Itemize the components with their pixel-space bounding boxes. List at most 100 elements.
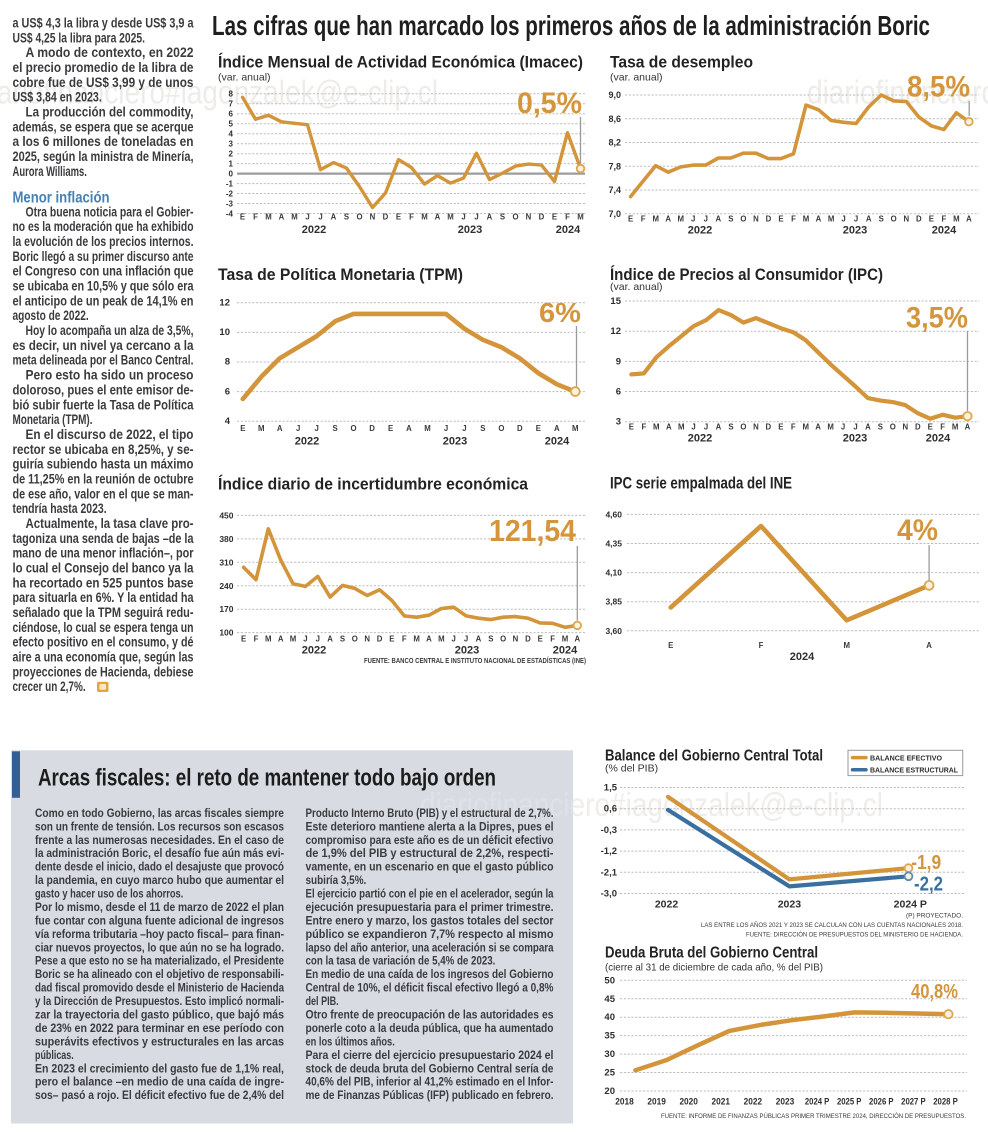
svg-text:ciar nuevos proyectos, lo que: ciar nuevos proyectos, lo que aún no se … bbox=[35, 940, 284, 954]
svg-text:O: O bbox=[890, 423, 896, 432]
svg-text:A: A bbox=[965, 423, 971, 432]
svg-text:subiría 3,5%.: subiría 3,5%. bbox=[306, 873, 367, 887]
svg-text:LAS ENTRE LOS AÑOS 2021 Y 2023: LAS ENTRE LOS AÑOS 2021 Y 2023 SE CALCUL… bbox=[701, 920, 963, 929]
svg-text:doloroso, pues el ente emisor: doloroso, pues el ente emisor de- bbox=[13, 382, 194, 397]
svg-text:Menor inflación: Menor inflación bbox=[13, 189, 110, 206]
svg-text:señalado que la TPM seguirá re: señalado que la TPM seguirá redu- bbox=[13, 605, 194, 620]
svg-text:Otro frente de preocupación de: Otro frente de preocupación de las autor… bbox=[306, 1008, 554, 1022]
svg-text:380: 380 bbox=[219, 534, 233, 544]
svg-text:2022: 2022 bbox=[295, 436, 319, 448]
svg-text:S: S bbox=[488, 635, 493, 644]
svg-text:D: D bbox=[765, 423, 771, 432]
svg-text:2023: 2023 bbox=[843, 433, 867, 445]
svg-text:2024: 2024 bbox=[932, 225, 957, 237]
svg-text:N: N bbox=[370, 213, 376, 222]
svg-text:E: E bbox=[552, 213, 557, 222]
svg-text:-4: -4 bbox=[226, 209, 234, 218]
svg-text:Producto Interno Bruto (PIB) y: Producto Interno Bruto (PIB) y el estruc… bbox=[306, 806, 554, 820]
svg-text:Por lo mismo, desde el 11 de m: Por lo mismo, desde el 11 de marzo de 20… bbox=[35, 900, 284, 914]
svg-text:además, se espera que se acerq: además, se espera que se acerque bbox=[13, 119, 194, 134]
svg-text:2023: 2023 bbox=[443, 436, 467, 448]
svg-text:A: A bbox=[816, 215, 822, 224]
svg-text:2024: 2024 bbox=[553, 645, 578, 657]
svg-text:-1,2: -1,2 bbox=[601, 846, 617, 857]
svg-text:5: 5 bbox=[229, 120, 234, 129]
svg-text:4: 4 bbox=[225, 416, 231, 427]
svg-text:a los 6 millones de toneladas: a los 6 millones de toneladas en bbox=[13, 134, 194, 149]
svg-text:públicas.: públicas. bbox=[35, 1048, 74, 1062]
svg-text:7,0: 7,0 bbox=[608, 209, 621, 219]
svg-text:E: E bbox=[388, 424, 393, 433]
svg-text:12: 12 bbox=[219, 298, 230, 309]
svg-text:2024 P: 2024 P bbox=[805, 1097, 830, 1107]
svg-text:2018: 2018 bbox=[615, 1097, 634, 1107]
svg-text:O: O bbox=[740, 215, 746, 224]
svg-text:vamente, en un escenario en qu: vamente, en un escenario en que el gasto… bbox=[306, 860, 554, 874]
svg-text:fue contar con alguna fuente a: fue contar con alguna fuente adicional d… bbox=[35, 913, 284, 927]
svg-text:M: M bbox=[653, 423, 660, 432]
svg-text:Arcas fiscales: el reto de man: Arcas fiscales: el reto de mantener todo… bbox=[38, 765, 496, 792]
svg-text:US$ 3,84 en 2023.: US$ 3,84 en 2023. bbox=[13, 90, 102, 105]
svg-text:rector se ubicaba en 8,25%, y: rector se ubicaba en 8,25%, y se- bbox=[13, 442, 194, 457]
svg-text:20: 20 bbox=[604, 1086, 615, 1097]
svg-text:F: F bbox=[565, 213, 570, 222]
svg-text:3,5%: 3,5% bbox=[906, 302, 968, 335]
svg-text:2024 P: 2024 P bbox=[894, 899, 927, 911]
svg-text:M: M bbox=[290, 635, 297, 644]
svg-text:J: J bbox=[691, 423, 695, 432]
svg-text:6: 6 bbox=[229, 110, 234, 119]
svg-text:F: F bbox=[254, 635, 259, 644]
svg-text:50: 50 bbox=[604, 975, 615, 986]
svg-text:D: D bbox=[915, 423, 921, 432]
svg-text:M: M bbox=[953, 215, 960, 224]
svg-text:M: M bbox=[652, 215, 659, 224]
svg-text:J: J bbox=[841, 423, 845, 432]
svg-text:2: 2 bbox=[229, 150, 234, 159]
svg-text:público se expandieron 7,7% re: público se expandieron 7,7% respecto al … bbox=[306, 927, 554, 941]
svg-text:A: A bbox=[278, 635, 284, 644]
svg-text:N: N bbox=[364, 635, 370, 644]
svg-text:2021: 2021 bbox=[712, 1097, 731, 1107]
svg-text:E: E bbox=[389, 635, 394, 644]
svg-text:pero el balance –en medio de u: pero el balance –en medio de una caída d… bbox=[35, 1075, 284, 1089]
svg-text:E: E bbox=[778, 215, 783, 224]
svg-text:agosto de 2022.: agosto de 2022. bbox=[13, 308, 89, 323]
svg-text:vía reforma tributaria –hoy pa: vía reforma tributaria –hoy pacto fiscal… bbox=[35, 927, 284, 941]
svg-text:a US$ 4,3 la libra y desde US$: a US$ 4,3 la libra y desde US$ 3,9 a bbox=[13, 16, 194, 31]
svg-text:Deuda Bruta del Gobierno Centr: Deuda Bruta del Gobierno Central bbox=[605, 945, 818, 962]
svg-text:no es la moderación que ha exh: no es la moderación que ha exhibido bbox=[13, 219, 194, 234]
svg-text:meta delineada por el Banco Ce: meta delineada por el Banco Central. bbox=[13, 353, 194, 368]
svg-text:A: A bbox=[815, 423, 821, 432]
svg-text:E: E bbox=[628, 215, 633, 224]
svg-text:son un frente de tensión. Los: son un frente de tensión. Los recursos s… bbox=[35, 819, 284, 833]
svg-text:sos– pasó a rojo. El déficit e: sos– pasó a rojo. El déficit efectivo fu… bbox=[35, 1088, 284, 1102]
svg-text:N: N bbox=[753, 215, 759, 224]
svg-text:D: D bbox=[383, 213, 389, 222]
svg-text:(P) PROYECTADO.: (P) PROYECTADO. bbox=[906, 913, 963, 920]
svg-text:A: A bbox=[331, 213, 337, 222]
svg-text:2022: 2022 bbox=[655, 899, 679, 911]
svg-text:Tasa de Política Monetaria (TP: Tasa de Política Monetaria (TPM) bbox=[218, 265, 463, 284]
svg-text:M: M bbox=[562, 635, 569, 644]
svg-text:A: A bbox=[966, 215, 972, 224]
svg-text:FUENTE: BANCO CENTRAL E INSTIT: FUENTE: BANCO CENTRAL E INSTITUTO NACION… bbox=[364, 656, 586, 665]
svg-text:M: M bbox=[447, 213, 454, 222]
svg-text:A: A bbox=[715, 215, 721, 224]
svg-text:F: F bbox=[253, 213, 258, 222]
svg-text:4,10: 4,10 bbox=[605, 568, 622, 578]
svg-text:100: 100 bbox=[219, 628, 233, 638]
svg-text:-2,2: -2,2 bbox=[914, 874, 943, 896]
svg-text:240: 240 bbox=[219, 581, 233, 591]
svg-text:A: A bbox=[277, 424, 283, 433]
svg-text:J: J bbox=[854, 215, 858, 224]
svg-text:0: 0 bbox=[229, 169, 234, 178]
svg-text:(var. anual): (var. anual) bbox=[610, 72, 663, 84]
svg-text:aire a una economía que, según: aire a una economía que, según las bbox=[13, 650, 194, 665]
svg-text:-3: -3 bbox=[226, 199, 234, 208]
svg-text:3: 3 bbox=[229, 140, 234, 149]
svg-text:Este deterioro mantiene alerta: Este deterioro mantiene alerta a la Dipr… bbox=[306, 819, 554, 833]
svg-text:M: M bbox=[413, 635, 420, 644]
svg-text:N: N bbox=[753, 423, 759, 432]
svg-text:J: J bbox=[464, 635, 468, 644]
svg-text:M: M bbox=[802, 423, 809, 432]
